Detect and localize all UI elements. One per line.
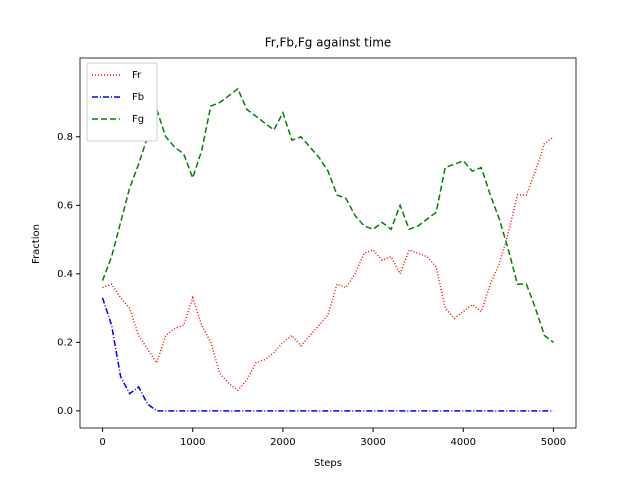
y-tick-label: 0.0 <box>57 406 73 417</box>
series-line <box>102 136 554 392</box>
x-tick-label: 1000 <box>180 437 205 448</box>
y-tick-label: 0.6 <box>57 200 73 211</box>
series-line <box>101 87 554 343</box>
legend-label: Fg <box>132 114 144 125</box>
x-tick-label: 0 <box>99 437 105 448</box>
x-tick-label: 4000 <box>451 437 476 448</box>
x-tick-label: 5000 <box>541 437 566 448</box>
series-line <box>101 297 554 412</box>
y-tick-label: 0.2 <box>57 337 73 348</box>
legend-label: Fb <box>132 92 144 103</box>
x-tick-label: 3000 <box>360 437 385 448</box>
legend-label: Fr <box>132 70 142 81</box>
plot-frame <box>79 57 577 429</box>
y-axis-label: Fraction <box>31 224 42 264</box>
chart-title: Fr,Fb,Fg against time <box>265 36 392 50</box>
x-axis-label: Steps <box>314 458 342 469</box>
y-tick-label: 0.4 <box>57 269 73 280</box>
x-tick-label: 2000 <box>270 437 295 448</box>
y-tick-label: 0.8 <box>57 132 73 143</box>
legend-box <box>86 62 158 142</box>
